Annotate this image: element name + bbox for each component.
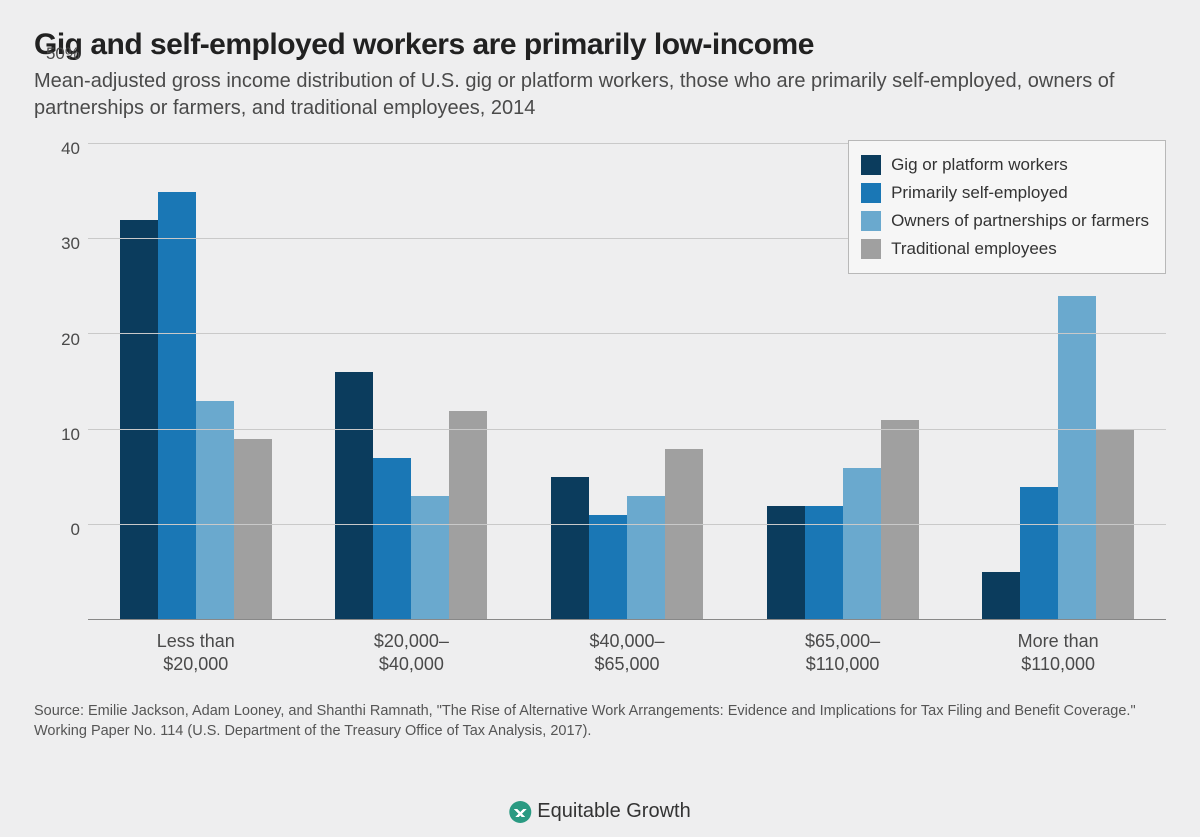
- bar: [411, 496, 449, 620]
- y-tick-label: 30: [61, 234, 80, 254]
- bar: [196, 401, 234, 620]
- legend-item: Primarily self-employed: [861, 179, 1149, 207]
- bar: [449, 411, 487, 620]
- bar: [120, 220, 158, 620]
- bar-group: [335, 372, 487, 620]
- legend-label: Owners of partnerships or farmers: [891, 211, 1149, 231]
- brand-footer: Equitable Growth: [509, 800, 690, 823]
- bar: [1058, 296, 1096, 620]
- plot-region: Gig or platform workers Primarily self-em…: [88, 144, 1166, 620]
- legend-label: Traditional employees: [891, 239, 1057, 259]
- brand-logo-icon: [509, 801, 531, 823]
- gridline: [88, 524, 1166, 525]
- x-tick-label: $65,000–$110,000: [753, 630, 933, 690]
- x-tick-label: Less than$20,000: [106, 630, 286, 690]
- x-axis-line: [88, 619, 1166, 620]
- y-tick-label: 40: [61, 139, 80, 159]
- legend-swatch: [861, 183, 881, 203]
- y-tick-label: 10: [61, 425, 80, 445]
- legend-label: Primarily self-employed: [891, 183, 1068, 203]
- bar-group: [982, 296, 1134, 620]
- y-tick-label: 20: [61, 330, 80, 350]
- bar: [627, 496, 665, 620]
- bar-group: [767, 420, 919, 620]
- y-tick-label: 50%: [46, 44, 80, 64]
- bar: [982, 572, 1020, 620]
- brand-name: Equitable Growth: [537, 800, 690, 823]
- legend-item: Traditional employees: [861, 235, 1149, 263]
- legend-swatch: [861, 239, 881, 259]
- bar: [373, 458, 411, 620]
- bar: [1020, 487, 1058, 620]
- x-tick-label: $20,000–$40,000: [321, 630, 501, 690]
- chart-title: Gig and self-employed workers are primar…: [34, 28, 1166, 62]
- chart-subtitle: Mean-adjusted gross income distribution …: [34, 68, 1166, 122]
- source-note: Source: Emilie Jackson, Adam Looney, and…: [34, 702, 1166, 741]
- y-tick-label: 0: [71, 520, 80, 540]
- bar: [589, 515, 627, 620]
- bar: [665, 449, 703, 620]
- bar: [881, 420, 919, 620]
- bar: [158, 192, 196, 620]
- legend-item: Gig or platform workers: [861, 151, 1149, 179]
- legend-swatch: [861, 211, 881, 231]
- legend-label: Gig or platform workers: [891, 155, 1068, 175]
- x-axis-labels: Less than$20,000 $20,000–$40,000 $40,000–$…: [88, 630, 1166, 690]
- bar-group: [120, 192, 272, 620]
- bar: [335, 372, 373, 620]
- gridline: [88, 429, 1166, 430]
- x-tick-label: More than$110,000: [968, 630, 1148, 690]
- bar: [234, 439, 272, 620]
- legend: Gig or platform workers Primarily self-em…: [848, 140, 1166, 274]
- x-tick-label: $40,000–$65,000: [537, 630, 717, 690]
- bar: [843, 468, 881, 620]
- legend-item: Owners of partnerships or farmers: [861, 207, 1149, 235]
- legend-swatch: [861, 155, 881, 175]
- y-axis: 01020304050%: [34, 130, 88, 620]
- bar: [551, 477, 589, 620]
- gridline: [88, 333, 1166, 334]
- chart-area: 01020304050% Gig or platform workersPrim…: [34, 130, 1166, 690]
- bar-group: [551, 449, 703, 620]
